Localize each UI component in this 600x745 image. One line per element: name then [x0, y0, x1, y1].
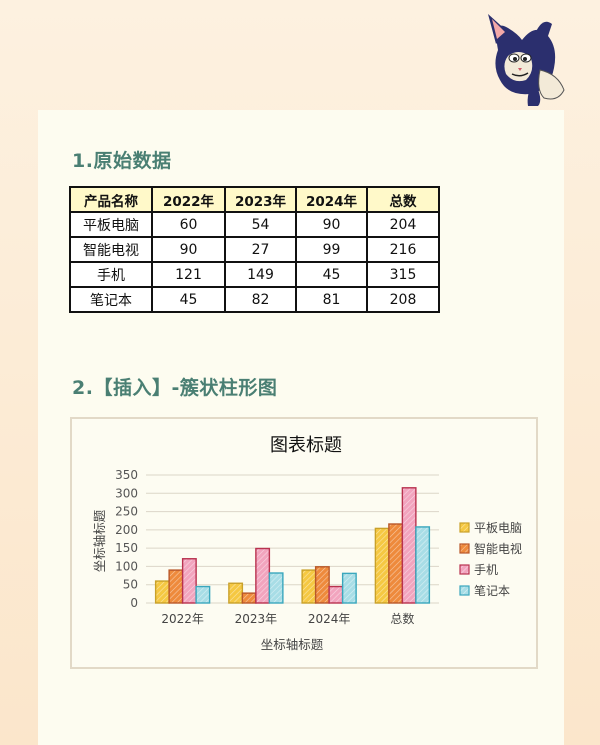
bar-1	[228, 582, 244, 604]
section-title-clustered-column-chart: 2.【插入】-簇状柱形图	[72, 377, 278, 399]
y-tick-label: 50	[123, 578, 138, 592]
y-axis-title: 坐标轴标题	[92, 509, 107, 572]
table-cell: 27	[224, 236, 297, 263]
bar-3	[328, 585, 344, 604]
table-cell: 45	[295, 261, 368, 288]
y-tick-label: 200	[115, 523, 138, 537]
table-cell: 82	[224, 286, 297, 313]
bar-2	[241, 592, 257, 604]
x-tick-label: 2023年	[235, 612, 278, 626]
y-tick-label: 250	[115, 505, 138, 519]
y-tick-label: 350	[115, 468, 138, 482]
bar-3	[401, 487, 417, 604]
table-cell: 60	[151, 211, 226, 238]
y-tick-label: 0	[130, 596, 138, 610]
table-cell: 手机	[69, 261, 153, 288]
chart-title: 图表标题	[270, 435, 342, 456]
table-cell: 121	[151, 261, 226, 288]
table-cell: 204	[366, 211, 440, 238]
bar-3	[255, 547, 271, 604]
x-tick-label: 2024年	[308, 612, 351, 626]
column-header: 产品名称	[69, 186, 153, 213]
legend-swatch	[459, 522, 470, 533]
legend-label: 手机	[474, 563, 498, 577]
y-tick-label: 300	[115, 486, 138, 500]
bar-1	[154, 580, 170, 604]
table-cell: 81	[295, 286, 368, 313]
y-tick-label: 150	[115, 541, 138, 555]
y-tick-label: 100	[115, 559, 138, 573]
bar-4	[268, 572, 284, 604]
bar-3	[181, 558, 197, 604]
table-cell: 99	[295, 236, 368, 263]
table-cell: 笔记本	[69, 286, 153, 313]
table-cell: 智能电视	[69, 236, 153, 263]
table-cell: 45	[151, 286, 226, 313]
clustered-column-chart: 图表标题 0 50 100 150 200 250 300 350 2022年 2023年 2024年…	[92, 435, 522, 652]
table-header-row: 产品名称 2022年 2023年 2024年 总数	[69, 186, 440, 213]
table-cell: 208	[366, 286, 440, 313]
table-cell: 149	[224, 261, 297, 288]
cartoon-cat-icon	[488, 14, 565, 106]
column-header: 2024年	[295, 186, 368, 213]
table-row: 手机 121 149 45 315	[69, 261, 440, 288]
table-row: 平板电脑 60 54 90 204	[69, 211, 440, 238]
legend-swatch	[459, 543, 470, 554]
bar-2	[388, 523, 404, 604]
legend-swatch	[459, 585, 470, 596]
bar-4	[195, 585, 211, 604]
bar-2	[314, 566, 330, 604]
section-title-raw-data: 1.原始数据	[72, 150, 172, 172]
table-cell: 90	[295, 211, 368, 238]
bar-2	[168, 569, 184, 604]
column-header: 2022年	[151, 186, 226, 213]
table-row: 笔记本 45 82 81 208	[69, 286, 440, 313]
legend-label: 平板电脑	[474, 521, 522, 535]
x-tick-label: 2022年	[161, 612, 204, 626]
x-tick-label: 总数	[390, 611, 414, 626]
table-cell: 90	[151, 236, 226, 263]
table-row: 智能电视 90 27 99 216	[69, 236, 440, 263]
legend-label: 笔记本	[474, 583, 510, 598]
bar-1	[374, 527, 390, 604]
legend-swatch	[459, 564, 470, 575]
legend-label: 智能电视	[474, 541, 522, 556]
table-cell: 平板电脑	[69, 211, 153, 238]
chart-area[interactable]: 图表标题 0 50 100 150 200 250 300 350 2022年 2023年 2024年…	[70, 417, 538, 669]
table-cell: 216	[366, 236, 440, 263]
x-axis-title: 坐标轴标题	[261, 637, 324, 652]
column-header: 2023年	[224, 186, 297, 213]
column-header: 总数	[366, 186, 440, 213]
bar-4	[415, 526, 431, 604]
bar-4	[341, 572, 357, 604]
raw-data-table: 产品名称 2022年 2023年 2024年 总数 平板电脑 60 54 90 …	[69, 186, 440, 313]
table-cell: 54	[224, 211, 297, 238]
table-cell: 315	[366, 261, 440, 288]
bar-1	[301, 569, 317, 604]
